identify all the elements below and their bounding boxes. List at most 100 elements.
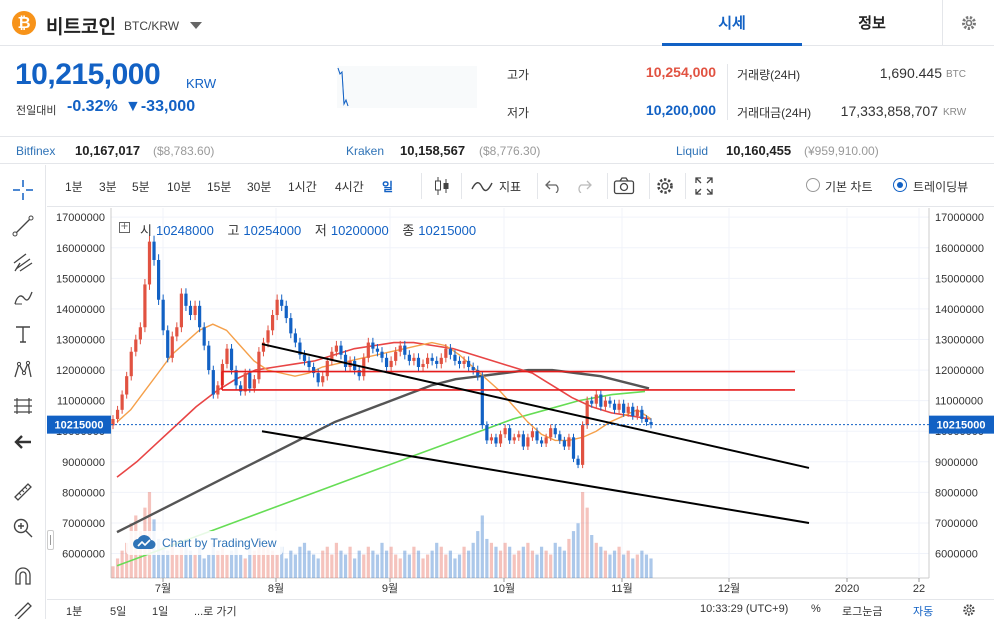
volume-bar — [252, 550, 256, 578]
volume-bar — [644, 554, 649, 578]
x-tick-label: 8월 — [268, 582, 284, 595]
interval-10m[interactable]: 10분 — [167, 180, 192, 194]
divider — [727, 64, 728, 120]
pattern-tool[interactable] — [8, 355, 38, 385]
arrow-left-icon — [14, 435, 31, 449]
candle-body — [243, 373, 247, 392]
volume-bar — [576, 523, 580, 578]
settings-button[interactable] — [942, 0, 994, 46]
candle-body — [453, 354, 457, 361]
interval-1d[interactable]: 일 — [382, 180, 394, 194]
amount-value: 17,333,858,707 — [840, 103, 938, 119]
text-icon — [16, 326, 30, 343]
log-scale[interactable]: 로그눈금 — [842, 606, 883, 618]
candle-body — [462, 360, 466, 364]
volume-bar — [275, 554, 279, 578]
volume-bar — [590, 535, 594, 578]
volume-bar — [284, 558, 288, 578]
volume-bar — [462, 546, 466, 578]
interval-30m[interactable]: 30분 — [247, 180, 272, 194]
percent-scale[interactable]: % — [811, 603, 821, 615]
range-1d[interactable]: 1일 — [152, 606, 169, 618]
chevron-down-icon[interactable] — [190, 22, 202, 29]
tradingview-radio[interactable] — [893, 178, 907, 192]
auto-scale[interactable]: 자동 — [913, 606, 934, 618]
exchange-name[interactable]: Kraken — [346, 144, 385, 158]
exchange-name[interactable]: Bitfinex — [16, 144, 56, 158]
text-tool[interactable] — [8, 319, 38, 349]
cloud-icon — [133, 535, 156, 549]
volume-bar — [316, 558, 320, 578]
volume-bar — [599, 546, 603, 578]
chart-settings-button[interactable] — [655, 173, 675, 199]
change-label: 전일대비 — [16, 105, 57, 117]
magnet-tool[interactable] — [8, 561, 38, 591]
fib-tool[interactable] — [8, 247, 38, 277]
candle-body — [412, 357, 416, 361]
amount-unit: KRW — [943, 107, 967, 118]
basic-chart-label[interactable]: 기본 차트 — [825, 180, 873, 194]
exchange-name[interactable]: Liquid — [676, 144, 709, 158]
volume-bar — [521, 546, 525, 578]
basic-chart-radio[interactable] — [806, 178, 820, 192]
open-label: 시 — [140, 223, 152, 238]
redo-button[interactable] — [574, 173, 592, 199]
price-chart[interactable]: 17000000 17000000 16000000 16000000 15000000… — [47, 208, 994, 599]
interval-1h[interactable]: 1시간 — [288, 180, 317, 194]
undo-button[interactable] — [545, 173, 563, 199]
volume-bar — [293, 554, 297, 578]
interval-1m[interactable]: 1분 — [65, 180, 83, 194]
candle-body — [275, 299, 279, 316]
interval-3m[interactable]: 3분 — [99, 180, 117, 194]
volume-bar — [289, 550, 293, 578]
indicators-button[interactable]: 지표 — [471, 173, 521, 199]
brush-tool[interactable] — [8, 283, 38, 313]
volume-bar — [325, 546, 329, 578]
candle-body — [179, 293, 183, 328]
gear-icon[interactable] — [962, 603, 976, 617]
fullscreen-button[interactable] — [695, 173, 713, 199]
candle-body — [576, 458, 580, 465]
y-tick-label-left: 12000000 — [56, 365, 105, 377]
screenshot-button[interactable] — [613, 173, 635, 199]
coin-name[interactable]: 비트코인 — [46, 16, 116, 38]
tab-price[interactable]: 시세 — [662, 0, 802, 46]
zoom-tool[interactable] — [8, 513, 38, 543]
tradingview-watermark[interactable]: Chart by TradingView — [126, 531, 283, 555]
low-value: 10,200,000 — [645, 102, 716, 118]
candle-body — [517, 434, 521, 438]
candle-body — [535, 431, 539, 441]
volume-bar — [626, 550, 630, 578]
candle-type-button[interactable] — [433, 173, 451, 199]
candle-body — [503, 428, 507, 435]
goto-date[interactable]: ...로 가기 — [194, 606, 237, 618]
clock: 10:33:29 (UTC+9) — [700, 603, 789, 615]
candle-body — [640, 409, 644, 419]
collapse-handle[interactable] — [47, 530, 54, 550]
interval-4h[interactable]: 4시간 — [335, 180, 364, 194]
volume-bar — [270, 550, 275, 578]
brush-icon — [14, 291, 33, 305]
interval-15m[interactable]: 15분 — [207, 180, 232, 194]
x-tick-label: 22 — [913, 583, 925, 595]
range-1m[interactable]: 1분 — [66, 606, 83, 618]
volume-bar — [207, 554, 211, 578]
interval-5m[interactable]: 5분 — [132, 180, 150, 194]
indicator-icon — [471, 182, 493, 192]
collapse-legend-icon[interactable]: + — [119, 221, 130, 233]
volume-bar — [649, 558, 653, 578]
candle-body — [270, 315, 275, 331]
lock-tool[interactable] — [8, 593, 38, 619]
last-price-label-left: 10215000 — [55, 420, 104, 432]
crosshair-tool[interactable] — [8, 175, 38, 205]
measure-tool[interactable] — [8, 477, 38, 507]
range-5d[interactable]: 5일 — [110, 606, 127, 618]
coin-pair[interactable]: BTC/KRW — [124, 19, 180, 33]
tradingview-label[interactable]: 트레이딩뷰 — [913, 180, 969, 194]
candle-body — [298, 342, 302, 355]
back-button[interactable] — [8, 427, 38, 457]
trendline-tool[interactable] — [8, 211, 38, 241]
prediction-tool[interactable] — [8, 391, 38, 421]
tab-info[interactable]: 정보 — [858, 14, 886, 32]
